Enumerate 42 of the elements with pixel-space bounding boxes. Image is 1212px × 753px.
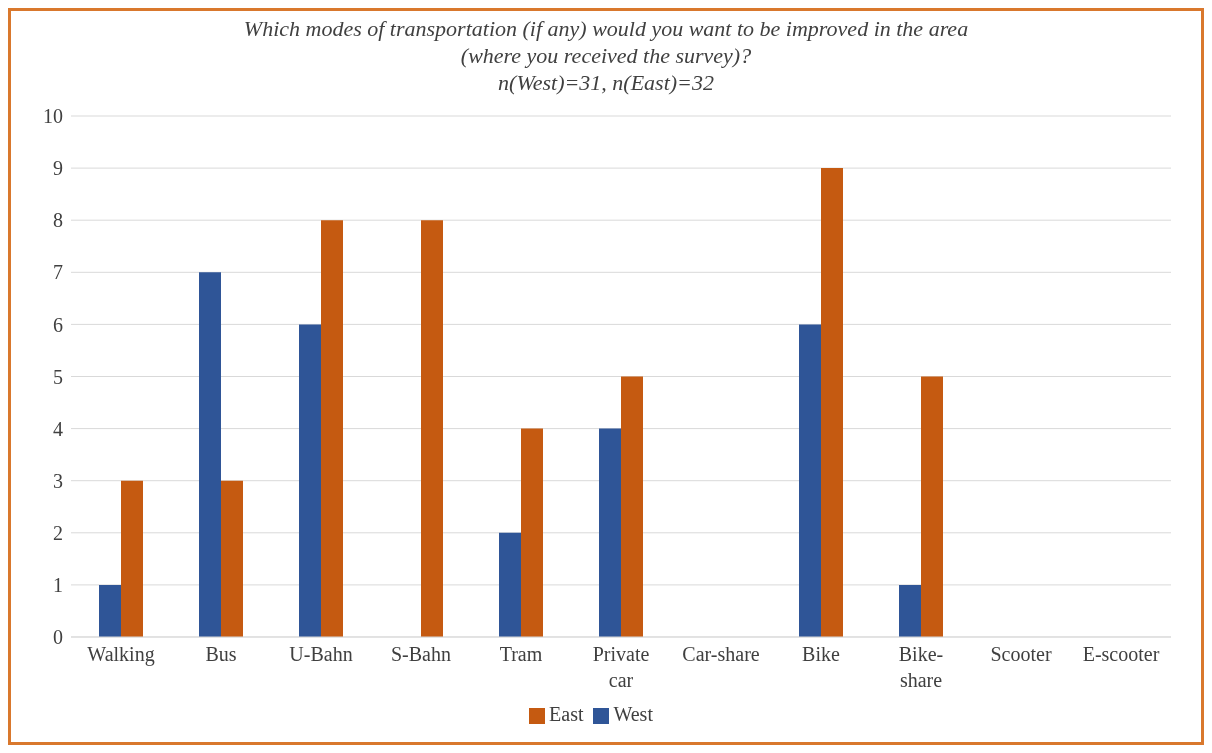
legend-label: East (549, 703, 584, 725)
x-tick-label: U-Bahn (289, 643, 353, 665)
x-tick-label: Private car (592, 643, 650, 691)
y-tick-label: 9 (53, 157, 63, 180)
chart-frame: Which modes of transportation (if any) would you want to be improved in the area (where you received the survey)? n(West)=31, n(East)=32 East West Walking Bus U-Bahn S-Bahn Tram Private car Car-share Bike Bike-share Scooter E-scooter 0 1 2 3 4 5 6 7 8 9 10 (8, 8, 1204, 745)
x-tick-label: Walking (87, 643, 155, 666)
x-tick-label: S-Bahn (391, 643, 451, 665)
bar (521, 428, 543, 637)
bar (421, 220, 443, 637)
bar (499, 532, 521, 637)
bar (199, 272, 221, 637)
y-tick-label: 3 (53, 469, 63, 492)
y-tick-label: 1 (53, 574, 63, 596)
y-tick-label: 0 (53, 626, 63, 649)
bar (299, 324, 321, 637)
y-tick-label: 4 (53, 417, 63, 440)
y-tick-label: 10 (43, 105, 63, 128)
bar (99, 584, 121, 637)
x-tick-label: Bus (205, 643, 237, 665)
bar (799, 324, 821, 637)
chart-title: Which modes of transportation (if any) would you want to be improved in the area (where you received the survey)? (242, 15, 970, 69)
x-tick-label: Tram (499, 643, 543, 665)
legend-label: West (613, 703, 653, 725)
bar (821, 168, 843, 637)
bar (921, 376, 943, 637)
x-tick-label: Bike-share (898, 643, 944, 691)
y-tick-label: 7 (53, 261, 63, 284)
x-tick-label: Scooter (990, 643, 1052, 665)
x-tick-label: Bike (802, 643, 841, 665)
bar (599, 428, 621, 637)
y-tick-label: 8 (53, 209, 63, 232)
y-tick-label: 6 (53, 313, 63, 336)
bar (321, 220, 343, 637)
bar (899, 584, 921, 637)
chart-subtitle: n(West)=31, n(East)=32 (497, 69, 715, 96)
y-tick-label: 5 (53, 365, 63, 388)
bar (121, 480, 143, 637)
y-tick-label: 2 (53, 521, 63, 544)
x-tick-label: Car-share (682, 643, 760, 665)
bar (621, 376, 643, 637)
x-tick-label: E-scooter (1082, 643, 1160, 665)
bar (221, 480, 243, 637)
